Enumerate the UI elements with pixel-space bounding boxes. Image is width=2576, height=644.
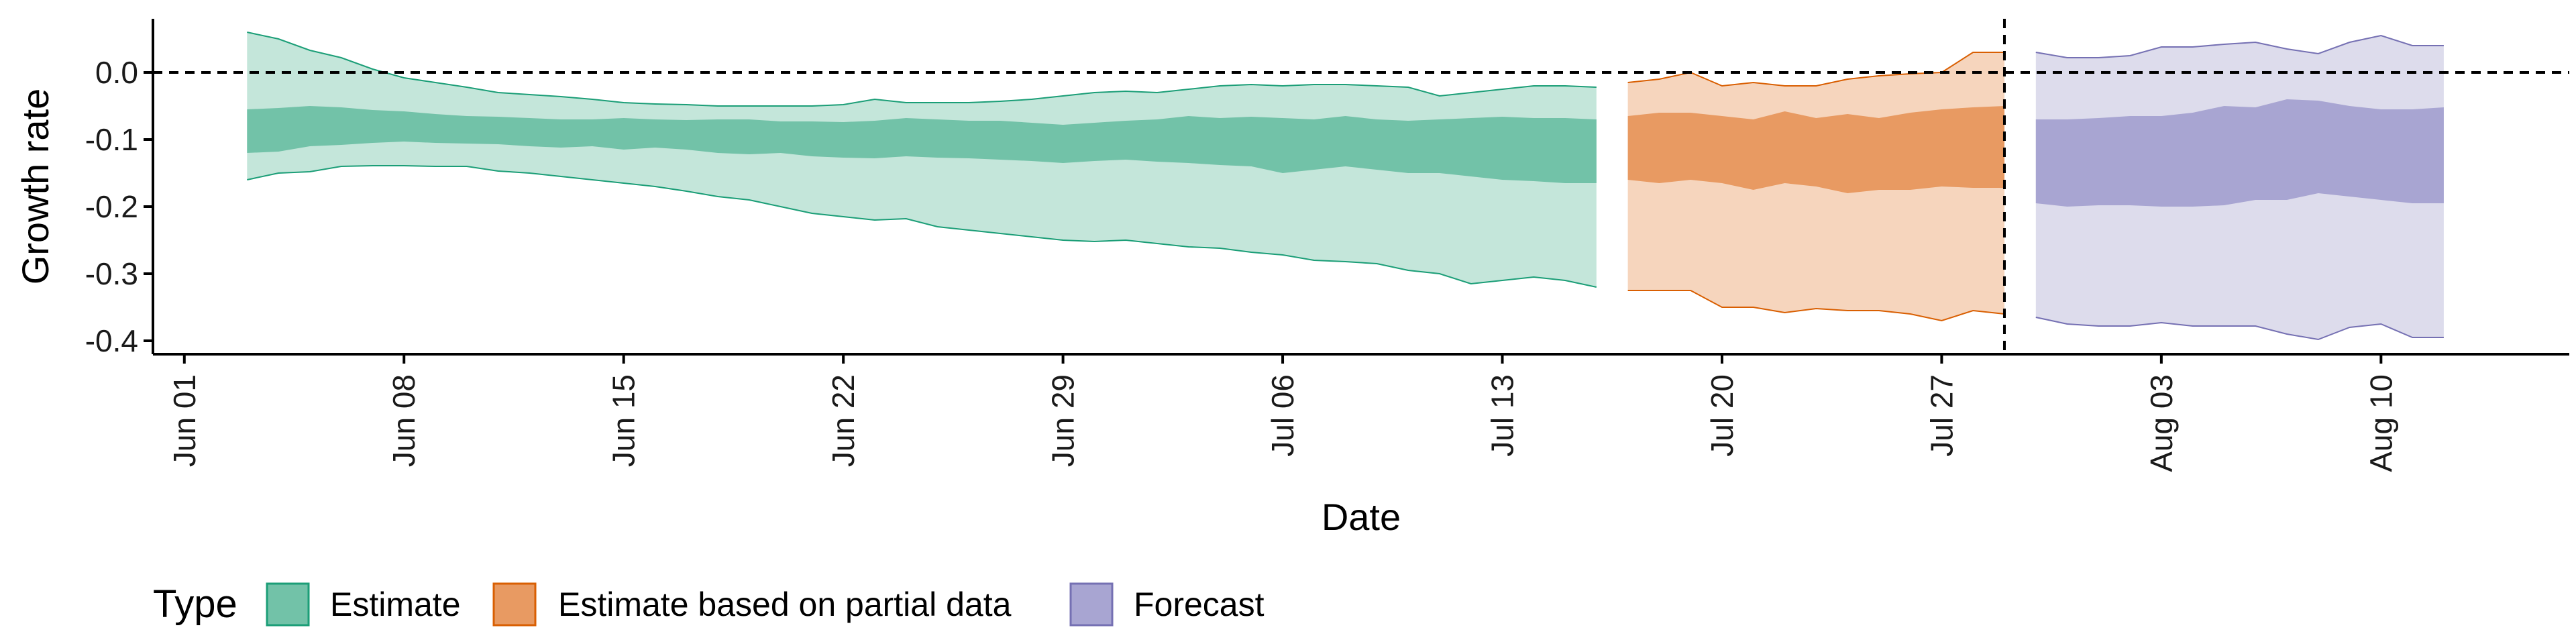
x-tick-label: Jun 22 [826,374,861,467]
lower-bound-line-series-2 [2035,317,2444,341]
legend-key-partial [492,582,537,627]
x-ticks: Jun 01 Jun 08 Jun 15 Jun 22 Jun 29 Jul 06 Jul … [167,354,2398,472]
band-layer [247,32,2444,341]
legend-title: Type [153,582,237,626]
x-tick-label: Jul 27 [1924,374,1959,457]
x-tick-label: Jun 01 [167,374,202,467]
x-tick-label: Jun 29 [1046,374,1081,467]
y-tick-label: -0.1 [85,122,138,157]
band-50-series-0 [247,106,1597,183]
legend-label-forecast: Forecast [1134,586,1265,623]
upper-bound-line-series-0 [247,32,1597,107]
series-0 [247,32,1597,288]
x-tick-label: Aug 10 [2363,374,2398,472]
axes [152,19,2569,356]
legend-label-estimate: Estimate [330,586,461,623]
x-tick-label: Jun 08 [386,374,421,467]
y-tick-label: -0.2 [85,189,138,224]
band-50-series-1 [1627,106,2004,193]
reference-lines [153,19,2569,354]
series-1 [1627,52,2005,322]
lower-bound-line-series-1 [1627,290,2005,322]
y-tick-label: 0.0 [95,55,138,90]
x-tick-label: Jul 06 [1265,374,1300,457]
x-tick-label: Aug 03 [2144,374,2179,472]
x-tick-label: Jul 20 [1705,374,1739,457]
series-2 [2035,34,2444,341]
legend: Type Estimate Estimate based on partial … [153,582,1265,627]
legend-label-partial: Estimate based on partial data [558,586,1012,623]
upper-bound-line-series-2 [2035,34,2444,58]
y-tick-label: -0.3 [85,256,138,291]
lower-bound-line-series-0 [247,165,1597,288]
band-90-series-0 [247,32,1597,287]
y-tick-label: -0.4 [85,323,138,358]
band-50-series-2 [2035,99,2444,207]
y-ticks: 0.0 -0.1 -0.2 -0.3 -0.4 [85,55,153,358]
x-tick-label: Jul 13 [1485,374,1520,457]
legend-key-estimate [266,582,310,627]
y-axis-title: Growth rate [14,89,56,285]
x-tick-label: Jun 15 [606,374,641,467]
legend-key-forecast [1069,582,1114,627]
x-axis-title: Date [1322,496,1401,538]
